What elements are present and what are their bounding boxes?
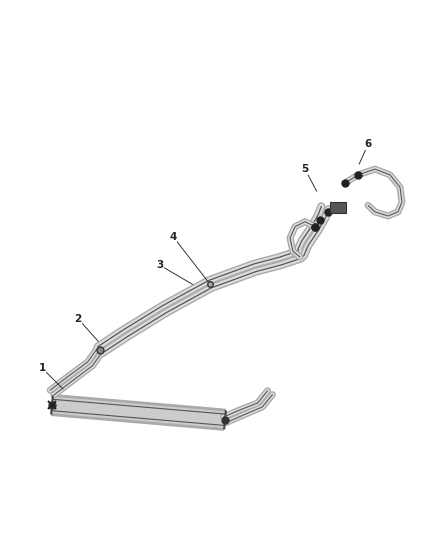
Text: 1: 1 bbox=[39, 363, 46, 373]
Text: 2: 2 bbox=[74, 314, 81, 324]
Text: 3: 3 bbox=[156, 260, 164, 270]
Text: 6: 6 bbox=[364, 140, 371, 149]
Text: 5: 5 bbox=[301, 164, 309, 174]
FancyBboxPatch shape bbox=[330, 203, 346, 213]
Text: 4: 4 bbox=[170, 231, 177, 241]
